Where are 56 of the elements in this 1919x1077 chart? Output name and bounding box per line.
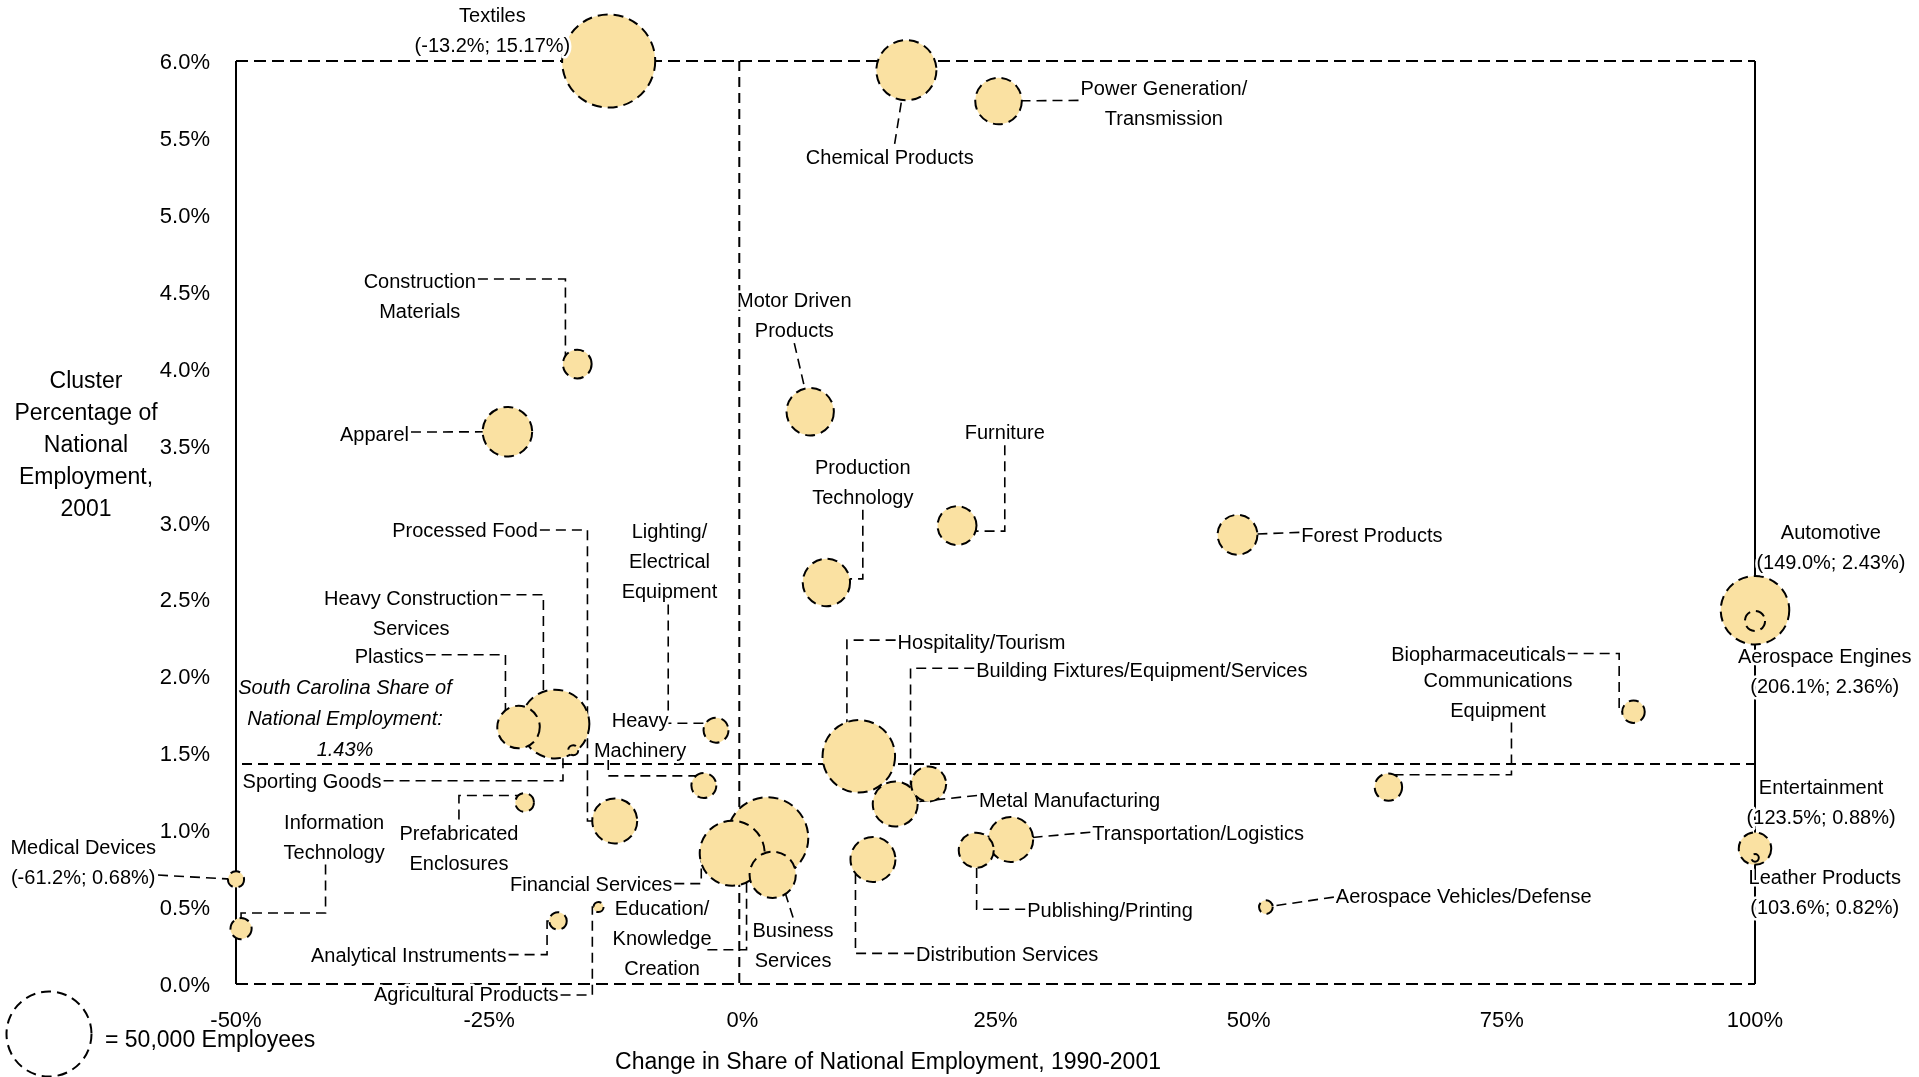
y-tick-label: 1.0% bbox=[159, 818, 210, 844]
x-tick-label: 0% bbox=[726, 1007, 759, 1032]
y-tick-label: 5.0% bbox=[159, 202, 210, 228]
y-tick-label: 3.5% bbox=[159, 433, 210, 459]
annotation: Education/ Knowledge Creation bbox=[612, 897, 712, 980]
annotation: Furniture bbox=[964, 421, 1045, 444]
annotation: Hospitality/Tourism bbox=[897, 630, 1066, 653]
annotation: Building Fixtures/Equipment/Services bbox=[976, 658, 1308, 681]
legend-label: = 50,000 Employees bbox=[105, 1026, 316, 1052]
annotation: Information Technology bbox=[283, 810, 385, 863]
annotation: Financial Services bbox=[509, 872, 673, 895]
annotation: Motor Driven Products bbox=[737, 289, 852, 342]
annotation: Agricultural Products bbox=[374, 983, 559, 1006]
annotation: Communications Equipment bbox=[1423, 668, 1573, 721]
annotation: Processed Food bbox=[392, 519, 538, 542]
x-tick-label: 25% bbox=[973, 1007, 1018, 1032]
annotation: Medical Devices (-61.2%; 0.68%) bbox=[10, 836, 157, 889]
annotation: Business Services bbox=[752, 919, 834, 972]
annotation: Heavy Machinery bbox=[593, 708, 687, 761]
annotation: Power Generation/ Transmission bbox=[1080, 77, 1248, 130]
annotation: Biopharmaceuticals bbox=[1391, 642, 1566, 665]
annotation: Automotive (149.0%; 2.43%) bbox=[1756, 521, 1906, 574]
x-tick-label: -25% bbox=[463, 1007, 515, 1032]
annotation: Heavy Construction Services bbox=[323, 586, 499, 639]
annotation: Textiles (-13.2%; 15.17%) bbox=[414, 3, 571, 56]
y-tick-label: 1.5% bbox=[159, 741, 210, 767]
y-tick-label: 5.5% bbox=[159, 125, 210, 151]
y-tick-label: 0.5% bbox=[159, 895, 210, 921]
x-tick-label: 100% bbox=[1726, 1007, 1784, 1032]
annotation: Transportation/Logistics bbox=[1092, 821, 1304, 844]
annotation: Apparel bbox=[340, 422, 409, 445]
y-tick-label: 4.5% bbox=[159, 279, 210, 305]
annotation: Distribution Services bbox=[916, 942, 1099, 965]
annotation: Chemical Products bbox=[805, 146, 974, 168]
annotation: Production Technology bbox=[812, 455, 914, 508]
annotation: Publishing/Printing bbox=[1027, 898, 1193, 921]
x-axis-title: Change in Share of National Employment, 1990-2001 bbox=[615, 1048, 1161, 1074]
y-axis-title: Cluster Percentage of National Employment, 2001 bbox=[14, 367, 159, 521]
annotation: Plastics bbox=[354, 645, 424, 668]
y-tick-label: 6.0% bbox=[159, 49, 210, 74]
y-tick-label: 2.0% bbox=[159, 664, 210, 690]
x-tick-label: 75% bbox=[1479, 1007, 1524, 1032]
x-tick-label: 50% bbox=[1226, 1007, 1271, 1032]
annotation: Construction Materials bbox=[363, 269, 476, 322]
annotation: Lighting/ Electrical Equipment bbox=[621, 520, 718, 603]
annotation: Aerospace Vehicles/Defense bbox=[1335, 885, 1592, 908]
annotation: Prefabricated Enclosures bbox=[399, 821, 519, 874]
annotation: Metal Manufacturing bbox=[979, 788, 1161, 811]
annotation: Sporting Goods bbox=[242, 770, 382, 793]
y-tick-label: 4.0% bbox=[159, 356, 210, 382]
y-tick-label: 0.0% bbox=[159, 972, 210, 997]
annotation: Analytical Instruments bbox=[310, 943, 507, 966]
ref-line-label: South Carolina Share of National Employment: 1.43% bbox=[238, 676, 455, 761]
y-tick-label: 2.5% bbox=[159, 587, 210, 613]
annotation: Forest Products bbox=[1301, 524, 1443, 547]
y-tick-label: 3.0% bbox=[159, 510, 210, 536]
